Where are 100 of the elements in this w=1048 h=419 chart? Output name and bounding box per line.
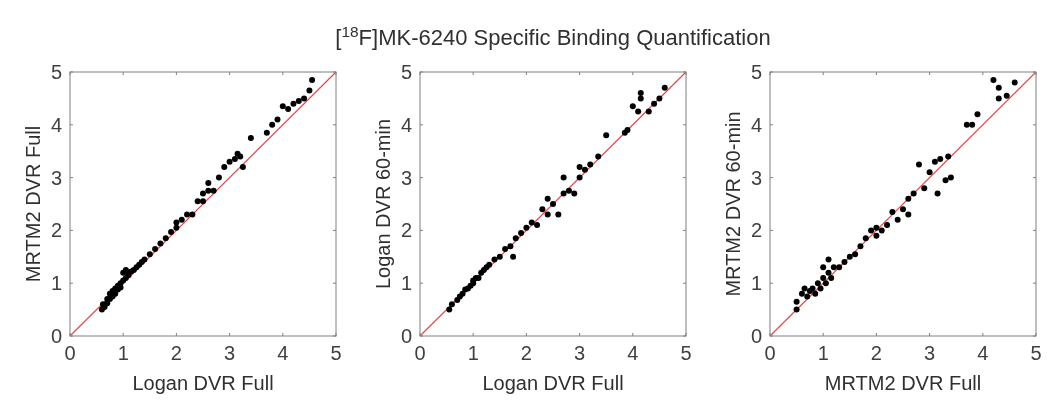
point bbox=[496, 253, 503, 260]
point bbox=[804, 293, 811, 300]
point bbox=[651, 100, 658, 107]
x-tick-label: 4 bbox=[627, 342, 639, 364]
point bbox=[446, 306, 453, 313]
point bbox=[550, 201, 556, 207]
y-tick-label: 4 bbox=[750, 113, 762, 136]
x-tick-label: 3 bbox=[924, 342, 936, 364]
point bbox=[656, 95, 663, 102]
point bbox=[528, 219, 535, 226]
point bbox=[518, 230, 525, 237]
point bbox=[629, 103, 636, 110]
point bbox=[830, 264, 837, 271]
point bbox=[828, 274, 835, 281]
point bbox=[576, 174, 583, 181]
point bbox=[836, 264, 843, 271]
point bbox=[884, 222, 891, 229]
point bbox=[576, 164, 583, 171]
point bbox=[595, 153, 602, 160]
x-tick-label: 1 bbox=[817, 342, 829, 364]
point bbox=[974, 111, 981, 118]
point bbox=[868, 227, 875, 234]
point bbox=[587, 161, 594, 168]
point bbox=[560, 174, 567, 181]
x-tick-label: 5 bbox=[680, 342, 692, 364]
point bbox=[502, 245, 509, 252]
point bbox=[857, 243, 864, 250]
point bbox=[555, 211, 562, 218]
point bbox=[1003, 92, 1010, 99]
point bbox=[878, 227, 885, 234]
point bbox=[812, 290, 819, 297]
point bbox=[1011, 79, 1018, 86]
x-tick-label: 1 bbox=[117, 342, 129, 364]
x-tick-label: 3 bbox=[224, 342, 236, 364]
point bbox=[990, 76, 997, 83]
y-tick-label: 3 bbox=[400, 166, 412, 189]
x-tick-label: 4 bbox=[977, 342, 989, 364]
y-tick-label: 1 bbox=[750, 272, 762, 295]
y-tick-label: 3 bbox=[50, 166, 62, 189]
point bbox=[820, 274, 827, 281]
x-tick-label: 5 bbox=[330, 342, 342, 364]
point bbox=[814, 280, 821, 287]
point bbox=[512, 235, 519, 242]
point bbox=[581, 166, 588, 173]
point bbox=[931, 158, 938, 165]
x-axis-title: Logan DVR Full bbox=[482, 372, 624, 394]
point bbox=[801, 285, 808, 292]
point bbox=[915, 161, 922, 168]
point bbox=[544, 195, 551, 202]
point bbox=[635, 108, 642, 115]
x-tick-label: 0 bbox=[414, 342, 426, 364]
point bbox=[544, 211, 551, 218]
point bbox=[817, 285, 824, 292]
y-tick-label: 5 bbox=[400, 61, 412, 83]
point bbox=[937, 156, 944, 163]
point bbox=[873, 224, 880, 231]
point bbox=[862, 235, 869, 242]
point bbox=[523, 224, 530, 231]
y-axis-title: MRTM2 DVR 60-min bbox=[722, 111, 744, 297]
point bbox=[637, 90, 644, 97]
y-tick-label: 0 bbox=[400, 325, 412, 347]
point bbox=[995, 95, 1002, 102]
x-tick-label: 1 bbox=[467, 342, 479, 364]
point bbox=[825, 256, 832, 263]
point bbox=[995, 84, 1002, 91]
x-tick-label: 5 bbox=[1030, 342, 1042, 364]
point bbox=[798, 290, 805, 297]
point bbox=[534, 222, 541, 229]
y-tick-label: 2 bbox=[750, 219, 762, 242]
point bbox=[947, 174, 954, 181]
point bbox=[454, 297, 461, 304]
point bbox=[910, 190, 917, 197]
point bbox=[539, 206, 546, 213]
point bbox=[934, 190, 941, 197]
x-tick-label: 4 bbox=[277, 342, 289, 364]
point bbox=[565, 187, 572, 194]
x-tick-label: 2 bbox=[170, 342, 182, 364]
point bbox=[645, 108, 652, 115]
point bbox=[852, 251, 859, 258]
point bbox=[571, 190, 578, 197]
point bbox=[905, 211, 912, 218]
point bbox=[905, 195, 912, 202]
point bbox=[841, 259, 848, 266]
point bbox=[889, 208, 896, 215]
x-tick-label: 0 bbox=[764, 342, 776, 364]
point bbox=[963, 121, 970, 128]
y-tick-label: 1 bbox=[50, 272, 62, 295]
y-tick-label: 2 bbox=[400, 219, 412, 242]
point bbox=[560, 190, 567, 197]
y-axis-title: MRTM2 DVR Full bbox=[22, 125, 44, 283]
point bbox=[822, 280, 829, 287]
x-tick-label: 0 bbox=[64, 342, 76, 364]
y-tick-label: 4 bbox=[400, 113, 412, 136]
point bbox=[825, 269, 832, 276]
point bbox=[661, 84, 668, 91]
y-tick-label: 0 bbox=[50, 325, 62, 347]
point bbox=[510, 253, 517, 260]
point bbox=[894, 216, 901, 223]
point bbox=[491, 256, 498, 263]
y-tick-label: 0 bbox=[750, 325, 762, 347]
